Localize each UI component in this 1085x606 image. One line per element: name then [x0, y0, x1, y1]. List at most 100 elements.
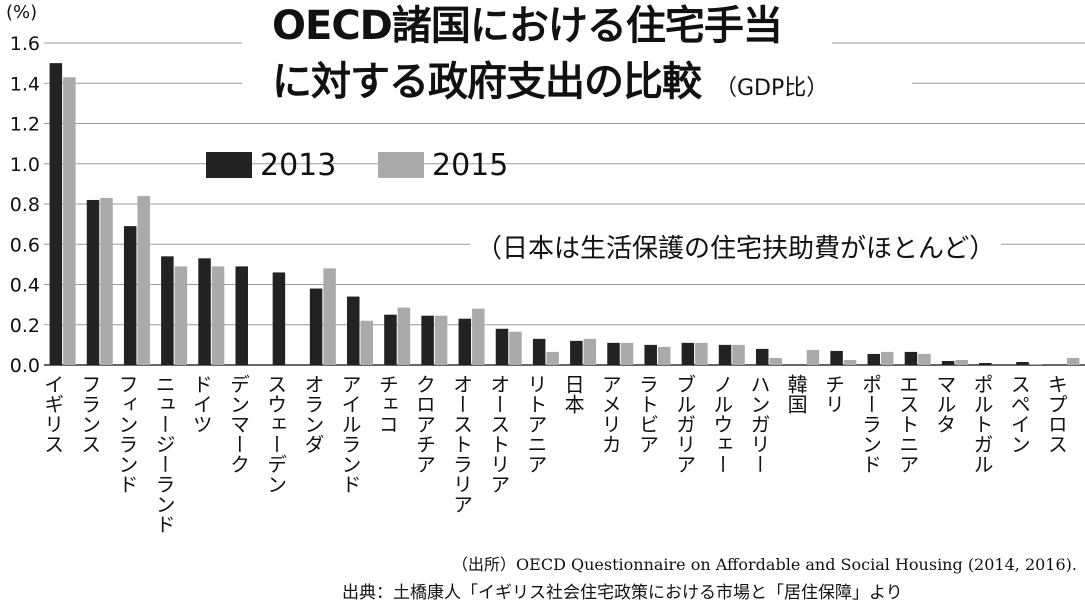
- x-tick-label: ポルトガル: [970, 374, 994, 474]
- bar-2013: [570, 340, 583, 365]
- x-tick-label: 日本: [561, 374, 585, 414]
- bar-2013: [495, 328, 509, 365]
- y-tick-label: 0.2: [10, 315, 40, 337]
- y-tick-label: 0.0: [10, 355, 40, 377]
- x-tick-label: イギリス: [41, 374, 65, 454]
- bar-2015: [620, 342, 634, 365]
- bar-2013: [347, 296, 360, 365]
- bar-2015: [211, 266, 225, 365]
- bar-2015: [397, 307, 411, 365]
- chart-title-line2: に対する政府支出の比較 （GDP比）: [242, 60, 912, 111]
- x-axis-labels: イギリス フランス フィンランド ニュージーランド ドイツ デンマーク スウェーデン オランダ…: [41, 374, 1069, 534]
- x-tick-label: オーストラリア: [450, 374, 474, 514]
- x-tick-label: フランス: [78, 374, 102, 454]
- x-tick-label: ドイツ: [189, 374, 213, 434]
- chart-title-unit: （GDP比）: [715, 76, 829, 101]
- chart-title-line1: OECD諸国における住宅手当: [242, 4, 832, 48]
- x-tick-label: ノルウェー: [710, 374, 734, 474]
- legend-item-2013: 2013: [206, 147, 336, 183]
- legend-swatch-2013: [206, 152, 252, 178]
- y-tick-label: 1.2: [10, 114, 40, 136]
- x-tick-label: チリ: [821, 374, 845, 414]
- y-axis: 0.0 0.2 0.4 0.6 0.8 1.0 1.2 1.4 1.6: [10, 33, 40, 377]
- bar-2013: [979, 362, 992, 365]
- x-tick-label: デンマーク: [226, 374, 250, 474]
- x-tick-label: アイルランド: [338, 374, 362, 494]
- bar-2015: [174, 266, 188, 365]
- bar-2015: [806, 349, 820, 365]
- legend-label-2013: 2013: [260, 147, 337, 183]
- x-tick-label: スペイン: [1007, 374, 1031, 454]
- bar-2013: [718, 344, 732, 365]
- x-tick-label: オランダ: [301, 374, 325, 454]
- bar-2015: [434, 315, 448, 365]
- bar-2013: [421, 315, 434, 365]
- bar-2015: [657, 346, 671, 365]
- bar-2013: [607, 342, 620, 365]
- x-tick-label: エストニア: [896, 374, 920, 474]
- bar-2015: [881, 351, 894, 365]
- bar-2013: [49, 63, 63, 365]
- x-tick-label: スウェーデン: [264, 374, 288, 494]
- x-tick-label: アメリカ: [598, 374, 622, 454]
- chart-title-text: OECD諸国における住宅手当: [272, 3, 783, 49]
- y-axis-unit: (%): [6, 2, 38, 23]
- bar-2015: [769, 357, 782, 365]
- bar-2013: [904, 351, 918, 365]
- citation-note: 出典：土橋康人「イギリス社会住宅政策における市場と「居住保障」より: [342, 583, 903, 603]
- bar-2015: [323, 268, 336, 365]
- x-tick-label: マルタ: [933, 374, 957, 434]
- bar-2013: [458, 318, 472, 365]
- x-tick-label: クロアチア: [412, 374, 436, 474]
- bar-2013: [235, 266, 248, 365]
- bar-2015: [472, 308, 485, 365]
- x-tick-label: フィンランド: [115, 374, 139, 494]
- x-tick-label: リトアニア: [524, 374, 548, 474]
- legend-item-2015: 2015: [378, 147, 508, 183]
- y-tick-label: 1.6: [10, 33, 40, 55]
- x-tick-label: チェコ: [375, 374, 399, 434]
- bar-2013: [1016, 361, 1029, 365]
- bar-2015: [509, 331, 522, 365]
- bar-2015: [843, 359, 857, 365]
- bar-2015: [695, 342, 708, 365]
- bar-2015: [63, 77, 76, 366]
- bar-2015: [100, 197, 113, 365]
- x-tick-label: ハンガリー: [747, 374, 771, 474]
- bar-2013: [309, 288, 323, 365]
- bar-2013: [384, 314, 397, 365]
- bar-2015: [955, 359, 968, 365]
- bar-2013: [830, 350, 843, 365]
- chart-title-text-2: に対する政府支出の比較: [272, 59, 702, 105]
- bar-2015: [137, 195, 150, 365]
- x-tick-label: キプロス: [1044, 374, 1068, 454]
- bar-2013: [681, 342, 695, 365]
- y-tick-label: 0.8: [10, 194, 40, 216]
- bar-2013: [755, 348, 769, 365]
- bar-2013: [161, 256, 174, 365]
- y-tick-label: 1.4: [10, 73, 40, 95]
- y-tick-label: 0.6: [10, 234, 40, 256]
- bar-2015: [360, 320, 374, 365]
- x-tick-label: ラトビア: [635, 374, 659, 454]
- bars: [49, 63, 1080, 366]
- bar-2013: [272, 272, 286, 365]
- bar-2013: [941, 360, 955, 365]
- legend-swatch-2015: [378, 152, 424, 178]
- bar-2015: [546, 351, 559, 365]
- legend-label-2015: 2015: [432, 147, 509, 183]
- x-tick-label: 韓国: [784, 374, 808, 414]
- source-note: （出所）OECD Questionnaire on Affordable and…: [452, 555, 1077, 574]
- x-tick-label: ブルガリア: [673, 374, 697, 474]
- bar-2015: [583, 338, 597, 365]
- bar-2013: [644, 344, 657, 365]
- x-tick-label: ニュージーランド: [152, 374, 176, 534]
- bar-2013: [198, 258, 211, 365]
- bar-2013: [123, 226, 137, 365]
- bar-2013: [532, 338, 546, 365]
- bar-2015: [1029, 363, 1043, 365]
- bar-2013: [86, 199, 100, 365]
- x-tick-label: オーストリア: [487, 374, 511, 494]
- bar-2015: [1066, 357, 1080, 365]
